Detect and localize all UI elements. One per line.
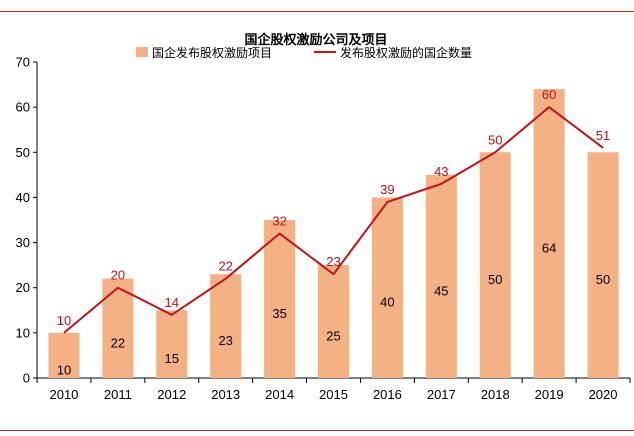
line-value-label: 14 [165,295,179,310]
x-axis: 2010 2011 2012 2013 2014 2015 2016 2017 2018 2019… [36,377,631,402]
bar-value-label: 64 [542,241,556,256]
bar [479,152,511,378]
legend: 国企发布股权激励项目 发布股权激励的国企数量 [136,45,472,60]
line-value-label: 22 [218,259,232,274]
bar [210,274,242,378]
line-value-label: 50 [488,132,502,147]
y-tick-label: 0 [23,371,30,386]
line-series [63,106,604,334]
x-tick-label: 2019 [535,387,564,402]
series-line [63,106,604,334]
bottom-rule [0,430,634,431]
x-tick-label: 2020 [589,387,618,402]
bar [587,152,619,378]
bar-value-label: 40 [380,295,394,310]
y-axis: 0 10 20 30 40 50 60 70 [16,55,38,386]
line-value-label: 23 [326,254,340,269]
x-tick-label: 2016 [373,387,402,402]
bar-value-label: 15 [165,351,179,366]
line-value-label: 51 [596,128,610,143]
bar-value-label: 45 [434,283,448,298]
bar-value-label: 25 [326,329,340,344]
line-value-label: 39 [380,182,394,197]
legend-bar-label: 国企发布股权激励项目 [152,45,272,60]
x-tick-label: 2014 [265,387,294,402]
chart-title: 国企股权激励公司及项目 [244,32,387,48]
top-rule [0,11,634,12]
y-tick-label: 60 [16,100,30,115]
bar-value-labels: 10 22 15 23 35 25 40 45 50 64 50 [57,241,611,378]
bar [533,89,565,378]
legend-bar-swatch [136,47,148,57]
x-tick-label: 2012 [157,387,186,402]
x-tick-label: 2013 [211,387,240,402]
legend-line-label: 发布股权激励的国企数量 [340,45,472,60]
bar-value-label: 22 [111,335,125,350]
x-tick-label: 2015 [319,387,348,402]
bar-value-label: 35 [272,306,286,321]
bar-series [48,89,619,378]
bar [264,220,296,378]
y-tick-label: 20 [16,280,30,295]
bar [156,310,188,378]
x-tick-label: 2018 [481,387,510,402]
line-value-labels: 10 20 14 22 32 23 39 43 50 60 51 [57,87,611,328]
bar [371,197,403,378]
y-tick-label: 10 [16,325,30,340]
y-tick-label: 40 [16,190,30,205]
y-tick-label: 30 [16,235,30,250]
y-tick-label: 50 [16,145,30,160]
x-tick-label: 2010 [49,387,78,402]
bar [48,332,80,378]
line-value-label: 43 [434,164,448,179]
line-value-label: 32 [272,214,286,229]
bar [425,174,457,378]
bar-value-label: 23 [218,333,232,348]
bar-value-label: 50 [488,272,502,287]
line-value-label: 10 [57,313,71,328]
line-value-label: 60 [542,87,556,102]
bar-value-label: 10 [57,362,71,377]
x-tick-label: 2017 [427,387,456,402]
y-tick-label: 70 [16,55,30,70]
bar-value-label: 50 [596,272,610,287]
bar [318,265,349,378]
line-value-label: 20 [111,268,125,283]
x-tick-label: 2011 [104,387,132,402]
